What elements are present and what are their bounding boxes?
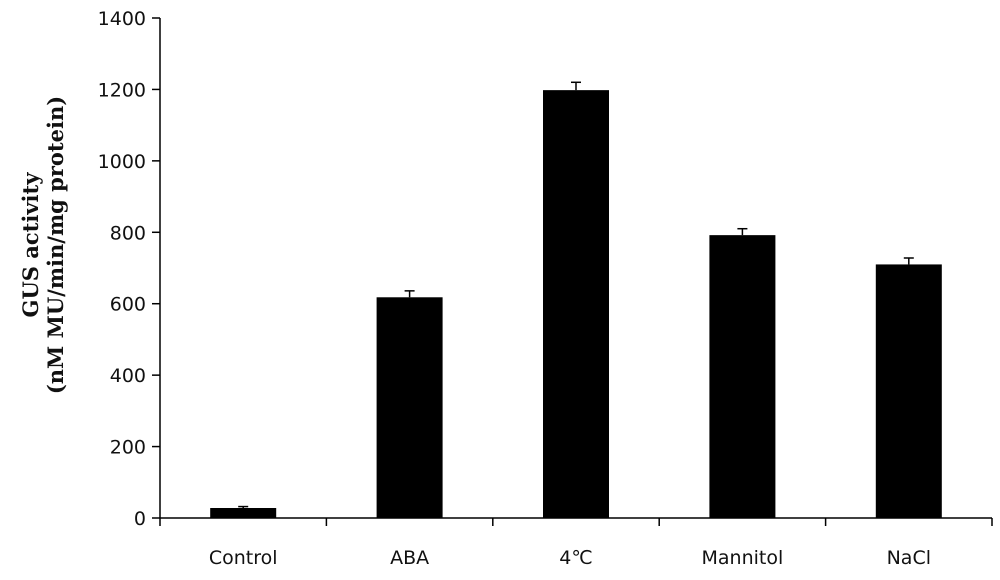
y-tick-label: 1000 <box>98 151 146 173</box>
y-tick-label: 200 <box>110 437 146 459</box>
x-category-label: Mannitol <box>702 547 784 569</box>
bar-mannitol <box>709 235 776 518</box>
x-category-label: ABA <box>390 547 429 569</box>
bar-aba <box>376 297 443 518</box>
y-axis-title: GUS activity (nM MU/min/mg protein) <box>18 96 68 394</box>
y-tick-label: 1200 <box>98 79 146 101</box>
bar-nacl <box>875 264 942 518</box>
y-axis-title-line-2: (nM MU/min/mg protein) <box>43 96 68 394</box>
y-tick-label: 600 <box>110 294 146 316</box>
y-tick-label: 0 <box>134 508 146 530</box>
y-tick-label: 400 <box>110 365 146 387</box>
error-bars-group <box>238 81 914 508</box>
bar-control <box>210 508 277 518</box>
x-category-label: Control <box>209 547 278 569</box>
bar-4- <box>543 90 609 519</box>
y-tick-label: 800 <box>110 222 146 244</box>
x-axis: Control ABA 4℃ Mannitol NaCl <box>159 517 993 569</box>
y-axis-title-line-1: GUS activity <box>18 172 43 318</box>
y-tick-label: 1400 <box>98 8 146 30</box>
x-category-label: NaCl <box>887 547 931 569</box>
x-category-label: 4℃ <box>559 547 592 569</box>
y-axis: 0 200 400 600 800 1000 1200 1400 <box>98 8 161 530</box>
bars-group <box>210 90 942 519</box>
